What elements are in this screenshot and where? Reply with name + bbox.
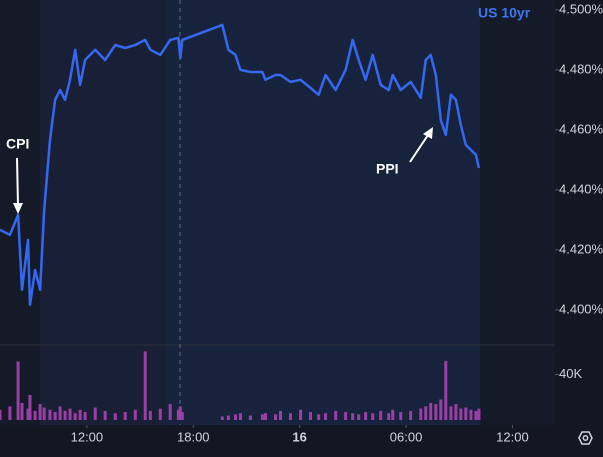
y-tick-label: 4.440% — [559, 181, 603, 196]
annotation-arrow — [16, 157, 19, 207]
y-tick-label: 40K — [559, 366, 582, 381]
volume-bar — [58, 406, 62, 420]
volume-bar — [379, 410, 383, 420]
volume-bar — [113, 413, 117, 420]
volume-bar — [63, 410, 67, 420]
volume-bar — [429, 402, 433, 420]
volume-bar — [391, 409, 395, 420]
y-tick-label: 4.500% — [559, 1, 603, 16]
volume-bar — [26, 408, 30, 420]
volume-bar — [38, 404, 42, 420]
volume-bar — [449, 406, 453, 420]
settings-icon[interactable] — [578, 431, 593, 445]
volume-bar — [317, 414, 321, 420]
volume-bar — [260, 414, 264, 420]
y-tick-label: 4.460% — [559, 121, 603, 136]
volume-bar — [103, 410, 107, 420]
volume-bar — [20, 402, 24, 420]
volume-bar — [248, 415, 252, 420]
volume-bar — [434, 404, 438, 420]
x-tick-label: 12:00 — [71, 429, 104, 444]
volume-bar — [93, 407, 97, 420]
annotation-arrowhead — [13, 203, 23, 214]
volume-bar — [226, 415, 230, 420]
annotation-arrowhead — [423, 127, 433, 139]
volume-bar — [409, 410, 413, 420]
volume-bar — [474, 410, 478, 420]
volume-bar — [123, 412, 127, 420]
volume-bar — [78, 409, 82, 420]
x-tick-label: 12:00 — [496, 429, 529, 444]
y-tick-label: 4.420% — [559, 241, 603, 256]
volume-bar — [16, 361, 20, 420]
volume-bar — [28, 395, 32, 420]
volume-bar — [33, 410, 37, 420]
chart-title: US 10yr — [478, 5, 531, 21]
volume-bar — [274, 414, 278, 420]
volume-bar — [180, 412, 184, 420]
volume-bar — [371, 413, 375, 420]
marks — [0, 23, 481, 420]
volume-bar — [176, 409, 180, 420]
volume-bar — [133, 409, 137, 420]
volume-bar — [83, 412, 87, 420]
volume-bar — [42, 407, 46, 420]
volume-bar — [238, 413, 242, 420]
volume-bar — [324, 413, 328, 420]
annotation-arrow — [409, 134, 429, 163]
volume-bar — [454, 404, 458, 420]
volume-bar — [469, 409, 473, 420]
volume-bar — [459, 408, 463, 420]
volume-bar — [233, 414, 237, 420]
volume-bar — [68, 408, 72, 420]
volume-bar — [419, 408, 423, 420]
x-tick-label: 18:00 — [177, 429, 210, 444]
y-tick-label: 4.400% — [559, 301, 603, 316]
volume-bar — [279, 410, 283, 420]
volume-bar — [148, 410, 152, 420]
session-band — [40, 0, 166, 425]
volume-bar — [299, 409, 303, 420]
volume-bar — [351, 413, 355, 420]
annotation: CPI — [6, 136, 29, 152]
volume-bar — [308, 412, 312, 420]
session-band — [480, 0, 555, 425]
volume-bar — [0, 409, 2, 420]
price-line — [0, 23, 481, 307]
volume-bar — [334, 410, 338, 420]
volume-bar — [288, 413, 292, 420]
volume-bar — [158, 408, 162, 420]
volume-bar — [399, 412, 403, 420]
y-tick-label: 4.480% — [559, 61, 603, 76]
volume-bar — [439, 399, 443, 420]
volume-bar — [220, 416, 224, 420]
volume-bar — [168, 404, 172, 420]
volume-bar — [464, 407, 468, 420]
volume-bar — [424, 406, 428, 420]
volume-bar — [73, 413, 77, 420]
volume-bar — [344, 412, 348, 420]
volume-bar — [357, 414, 361, 420]
annotation: PPI — [376, 161, 399, 177]
x-tick-label: 06:00 — [390, 429, 423, 444]
volume-bar — [48, 409, 52, 420]
volume-bar — [8, 406, 12, 420]
volume-bar — [364, 412, 368, 420]
session-band — [0, 0, 40, 425]
volume-bar — [444, 360, 448, 420]
volume-bar — [178, 406, 182, 420]
volume-bar — [53, 412, 57, 420]
volume-bar — [143, 351, 147, 420]
volume-bar — [263, 413, 267, 420]
session-band — [166, 0, 480, 425]
volume-bar — [387, 413, 391, 420]
volume-bar — [477, 408, 481, 420]
x-tick-label: 16 — [292, 429, 306, 444]
